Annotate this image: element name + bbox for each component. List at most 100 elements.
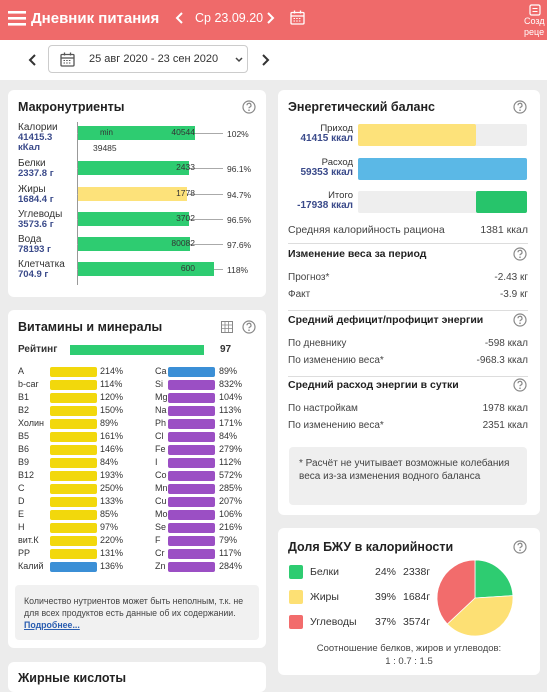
nutrient-percent: 89%	[219, 366, 238, 376]
nutrient-bar	[168, 367, 215, 377]
create-button-line[interactable]: реце	[524, 27, 545, 37]
table-icon[interactable]	[221, 321, 233, 333]
nutrient-bar	[50, 393, 97, 403]
nutrient-percent: 97%	[100, 522, 119, 532]
help-icon[interactable]	[513, 247, 527, 261]
separator	[288, 376, 528, 377]
help-circle	[513, 378, 527, 392]
legend-percent: 37%	[375, 616, 397, 628]
nutrient-name: Клетчатка	[18, 259, 65, 270]
rating-value: 97	[220, 344, 232, 355]
nutrient-percent: 161%	[100, 431, 124, 441]
min-value: 39485	[93, 143, 117, 153]
help-icon[interactable]	[513, 313, 527, 327]
nutrient-name: Mo	[155, 509, 168, 519]
help-circle	[242, 320, 256, 334]
min-label: min	[100, 128, 113, 137]
nutrient-percent: 89%	[100, 418, 119, 428]
help-icon[interactable]	[513, 100, 527, 114]
nutrient-name: Cu	[155, 496, 167, 506]
nutrient-name: Mn	[155, 483, 168, 493]
table-grid	[221, 321, 233, 333]
nutrient-bar	[168, 406, 215, 416]
legend-name: Белки	[310, 566, 339, 578]
nutrient-percent: 832%	[219, 379, 243, 389]
rating-bar	[70, 345, 204, 355]
help-mark	[517, 249, 523, 256]
nutrient-percent: 216%	[219, 522, 243, 532]
help-icon[interactable]	[513, 378, 527, 392]
date-range-select[interactable]: 25 авг 2020 - 23 сен 2020	[48, 45, 248, 73]
nutrient-bar	[50, 510, 97, 520]
nutrient-percent: 220%	[100, 535, 124, 545]
chevron[interactable]	[267, 12, 275, 24]
nutrient-target: 40544	[171, 127, 195, 137]
create-icon[interactable]	[529, 4, 541, 16]
nutrient-bar	[168, 393, 215, 403]
calendar-icon[interactable]	[290, 10, 305, 25]
nutrient-percent: 250%	[100, 483, 124, 493]
nutrient-bar	[168, 549, 215, 559]
help-icon[interactable]	[242, 100, 256, 114]
help-circle	[513, 247, 527, 261]
nutrient-bar	[78, 161, 189, 175]
nutrient-percent: 106%	[219, 509, 243, 519]
nutrient-name: Вода	[18, 234, 42, 245]
energy-bar	[475, 191, 527, 213]
row-label: По изменению веса*	[288, 420, 384, 431]
chevron[interactable]	[175, 12, 184, 24]
nutrient-name: C	[18, 483, 25, 493]
chevron-line	[28, 54, 36, 66]
help-icon[interactable]	[513, 540, 527, 554]
nutrient-name: Mg	[155, 392, 168, 402]
nutrient-percent: 113%	[219, 405, 242, 415]
nutrient-name: b-car	[18, 379, 39, 389]
row-value: -968.3 ккал	[476, 355, 529, 366]
nutrient-amount: 78193 г	[18, 244, 52, 255]
nutrient-amount: 3573.6 г	[18, 219, 54, 230]
row-label: По настройкам	[288, 403, 358, 414]
menu-icon[interactable]	[8, 11, 26, 26]
note-link[interactable]: Подробнее...	[24, 620, 80, 630]
help-circle	[513, 313, 527, 327]
separator	[288, 310, 528, 311]
energy-value: 59353 ккал	[300, 167, 353, 178]
chevron[interactable]	[28, 54, 37, 66]
create-button-line[interactable]: Созд	[524, 16, 545, 26]
nutrient-bar	[168, 471, 215, 481]
nutrient-name: Si	[155, 379, 164, 389]
nutrient-bar	[168, 458, 215, 468]
create-icon-box	[529, 4, 541, 16]
current-date[interactable]: Ср 23.09.20	[195, 11, 264, 25]
energy-bar	[358, 158, 527, 180]
nutrient-percent: 193%	[100, 470, 124, 480]
caret-line	[235, 57, 243, 63]
bju-panel: Доля БЖУ в калорийности Белки 24% 2338г Жиры…	[278, 528, 540, 675]
cal-grid	[293, 18, 302, 22]
nutrient-amount: 1684.4 г	[18, 194, 54, 205]
nutrient-amount: 2337.8 г	[18, 168, 54, 179]
chevron[interactable]	[262, 54, 270, 66]
nutrient-name: вит.К	[18, 535, 39, 545]
calendar-icon[interactable]	[60, 52, 75, 67]
nutrient-percent: 150%	[100, 405, 124, 415]
nutrient-percent: 117%	[219, 548, 242, 558]
nutrient-bar	[50, 406, 97, 416]
energy-label: Расход	[321, 157, 353, 168]
nutrient-target: 3702	[176, 213, 195, 223]
nutrient-bar	[168, 536, 215, 546]
create-icon-lines	[532, 8, 538, 12]
nutrient-name: I	[155, 457, 158, 467]
ratio-label: Соотношение белков, жиров и углеводов:	[316, 643, 502, 654]
nutrient-percent: 279%	[219, 444, 243, 454]
cal-body	[290, 11, 305, 25]
nutrient-bar	[168, 510, 215, 520]
help-circle	[513, 540, 527, 554]
nutrient-percent: 284%	[219, 561, 243, 571]
nutrient-name: B12	[18, 470, 35, 480]
nutrient-name: B2	[18, 405, 30, 415]
nutrient-name: A	[18, 366, 25, 376]
nutrient-name: Белки	[18, 158, 46, 169]
help-icon[interactable]	[242, 320, 256, 334]
help-mark	[517, 315, 523, 322]
